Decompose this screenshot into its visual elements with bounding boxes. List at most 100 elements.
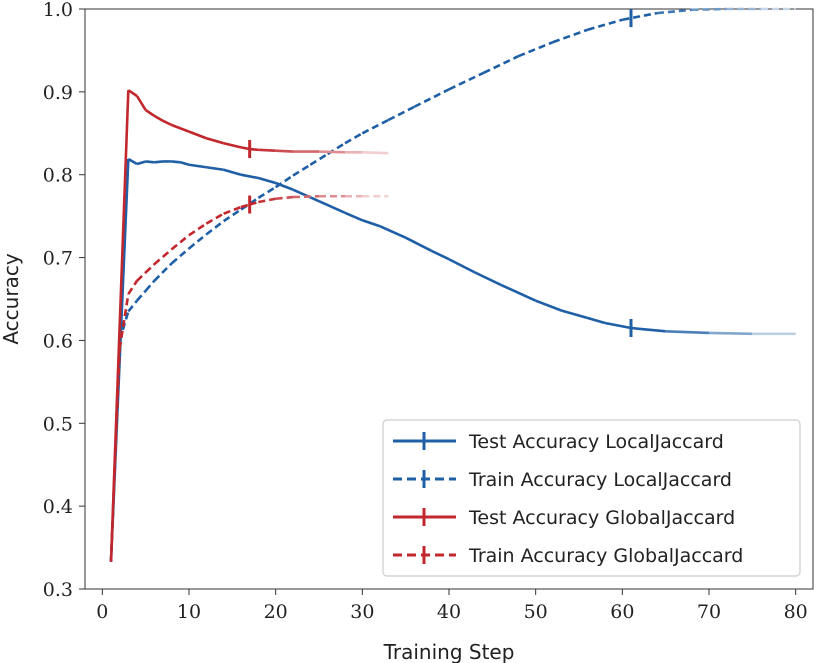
legend-label: Train Accuracy GlobalJaccard xyxy=(468,545,743,567)
series-line-segment xyxy=(205,220,225,236)
series-line-segment xyxy=(109,348,121,562)
series-line-segment xyxy=(188,163,207,169)
series-line-segment xyxy=(630,326,666,333)
x-tick-label: 30 xyxy=(350,601,374,623)
y-tick-label: 0.7 xyxy=(43,248,73,270)
series-line-segment xyxy=(344,132,363,145)
y-tick-label: 0.9 xyxy=(43,82,73,104)
x-tick-label: 40 xyxy=(437,601,461,623)
series-line-segment xyxy=(309,152,329,166)
x-tick-label: 20 xyxy=(264,601,288,623)
x-tick-label: 10 xyxy=(177,601,201,623)
series-line-segment xyxy=(379,224,407,239)
series-line-segment xyxy=(162,119,173,127)
series-layer xyxy=(109,7,796,562)
ticks-layer: 0 10 20 30 40 50 60 70 80 0.3 0.4 0.5 0.6 0.7 0.8 0.9 1.… xyxy=(43,0,808,623)
y-tick-label: 0.4 xyxy=(43,496,73,518)
series-line-segment xyxy=(257,176,277,185)
series-line-segment xyxy=(188,222,208,237)
series-line-segment xyxy=(223,205,242,215)
y-tick-label: 0.8 xyxy=(43,165,73,187)
series-line-segment xyxy=(656,8,692,15)
series-line-segment xyxy=(145,160,155,164)
x-tick-label: 0 xyxy=(96,601,108,623)
series-line-segment xyxy=(318,200,346,215)
series-line-segment xyxy=(622,11,658,22)
series-line-segment xyxy=(552,28,589,44)
series-line-segment xyxy=(361,118,389,135)
series-line-segment xyxy=(344,211,363,222)
series-4 xyxy=(109,194,389,562)
series-line-segment xyxy=(361,219,381,228)
series-line-segment xyxy=(708,331,753,336)
series-line-segment xyxy=(665,330,710,335)
series-line-segment xyxy=(448,71,485,91)
series-line-segment xyxy=(604,321,632,330)
series-line-segment xyxy=(171,123,190,133)
series-1 xyxy=(109,157,796,562)
series-line-segment xyxy=(483,55,519,74)
series-line-segment xyxy=(240,203,251,209)
series-line-segment xyxy=(135,95,147,111)
series-line-segment xyxy=(154,160,164,164)
series-line-segment xyxy=(292,194,320,199)
series-line-segment xyxy=(362,151,389,155)
series-line-segment xyxy=(144,263,156,274)
series-line-segment xyxy=(517,40,554,58)
series-line-segment xyxy=(587,18,623,31)
series-line-segment xyxy=(292,163,312,177)
y-tick-label: 0.3 xyxy=(43,579,73,601)
series-line-segment xyxy=(413,88,450,108)
series-line-segment xyxy=(318,150,346,154)
series-line-segment xyxy=(275,195,294,201)
series-line-segment xyxy=(136,271,147,282)
series-line-segment xyxy=(170,234,190,251)
series-line-segment xyxy=(561,309,589,320)
series-line-segment xyxy=(222,208,242,223)
x-tick-label: 70 xyxy=(697,601,721,623)
x-tick-label: 60 xyxy=(610,601,634,623)
series-line-segment xyxy=(153,262,173,282)
series-line-segment xyxy=(387,105,415,122)
series-line-segment xyxy=(127,280,139,295)
x-axis-label: Training Step xyxy=(383,640,515,663)
series-line-segment xyxy=(500,283,537,302)
series-line-segment xyxy=(535,299,563,312)
series-line-segment xyxy=(405,236,433,253)
series-line-segment xyxy=(257,186,277,200)
series-line-segment xyxy=(258,197,276,204)
legend: Test Accuracy LocalJaccard Train Accuracy… xyxy=(382,419,801,577)
series-line-segment xyxy=(136,289,147,302)
series-line-segment xyxy=(448,258,476,274)
series-line-segment xyxy=(275,149,294,153)
series-line-segment xyxy=(127,89,138,98)
series-line-segment xyxy=(223,168,242,176)
legend-label: Test Accuracy GlobalJaccard xyxy=(468,507,735,529)
series-line-segment xyxy=(144,279,156,292)
legend-label: Test Accuracy LocalJaccard xyxy=(468,431,724,453)
y-axis-label: Accuracy xyxy=(0,253,23,344)
series-line-segment xyxy=(205,212,225,225)
series-line-segment xyxy=(474,271,502,287)
series-line-segment xyxy=(188,233,208,250)
series-line-segment xyxy=(691,7,727,12)
series-line-segment xyxy=(162,248,173,258)
series-line-segment xyxy=(258,148,276,152)
series-line-segment xyxy=(274,174,294,189)
series-line-segment xyxy=(179,161,190,167)
series-line-segment xyxy=(153,114,164,122)
series-line-segment xyxy=(153,255,164,266)
series-line-segment xyxy=(144,109,156,117)
series-line-segment xyxy=(431,249,450,261)
series-line-segment xyxy=(206,165,224,172)
series-line-segment xyxy=(240,196,260,211)
series-line-segment xyxy=(223,141,242,149)
x-tick-label: 50 xyxy=(524,601,548,623)
series-line-segment xyxy=(587,316,606,325)
series-line-segment xyxy=(127,299,139,313)
series-line-segment xyxy=(188,130,207,140)
series-line-segment xyxy=(127,157,138,166)
legend-label: Train Accuracy LocalJaccard xyxy=(468,469,732,491)
series-line-segment xyxy=(118,293,130,349)
